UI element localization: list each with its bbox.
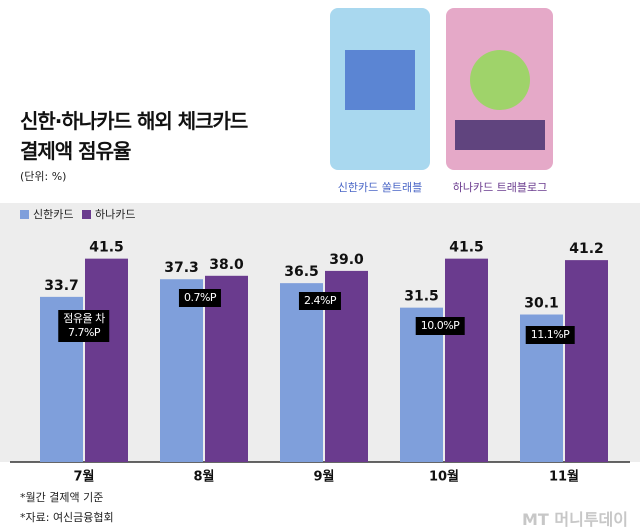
x-tick-label: 9월 <box>313 469 334 485</box>
annotation: 0.7%P <box>178 289 222 307</box>
legend-swatch <box>20 210 29 219</box>
bar <box>85 258 128 462</box>
credit: MT 머니투데이 <box>521 510 628 529</box>
x-tick-label: 8월 <box>193 469 214 485</box>
value-label: 38.0 <box>209 257 244 273</box>
value-label: 41.2 <box>569 241 604 257</box>
legend-label: 하나카드 <box>95 207 135 221</box>
card-caption: 하나카드 트래블로그 <box>452 181 548 194</box>
legend-swatch <box>82 210 91 219</box>
card-art <box>455 120 545 150</box>
card-caption: 신한카드 쏠트래블 <box>337 181 423 194</box>
bar <box>565 260 608 462</box>
x-tick-label: 10월 <box>429 469 459 485</box>
value-label: 37.3 <box>164 260 199 276</box>
bar <box>280 283 323 462</box>
footnote: *월간 결제액 기준 <box>20 491 104 504</box>
value-label: 39.0 <box>329 252 364 268</box>
unit-label: (단위: %) <box>20 170 67 183</box>
chart-title: 신한·하나카드 해외 체크카드 결제액 점유율 <box>20 109 248 163</box>
value-label: 36.5 <box>284 264 319 280</box>
x-tick-label: 7월 <box>73 469 94 485</box>
footnote: *자료: 여신금융협회 <box>20 511 114 524</box>
value-label: 33.7 <box>44 278 79 294</box>
bar <box>160 279 203 462</box>
annotation: 10.0%P <box>415 317 465 335</box>
value-label: 41.5 <box>449 240 484 256</box>
value-label: 30.1 <box>524 296 559 312</box>
card-art <box>345 50 415 110</box>
annotation: 점유율 차 7.7%P <box>58 310 110 342</box>
x-tick-label: 11월 <box>549 469 579 485</box>
legend-label: 신한카드 <box>33 208 73 221</box>
card-art <box>470 50 530 110</box>
value-label: 31.5 <box>404 289 439 305</box>
annotation: 2.4%P <box>298 292 342 310</box>
annotation: 11.1%P <box>525 326 575 344</box>
bar <box>445 258 488 462</box>
value-label: 41.5 <box>89 240 124 256</box>
